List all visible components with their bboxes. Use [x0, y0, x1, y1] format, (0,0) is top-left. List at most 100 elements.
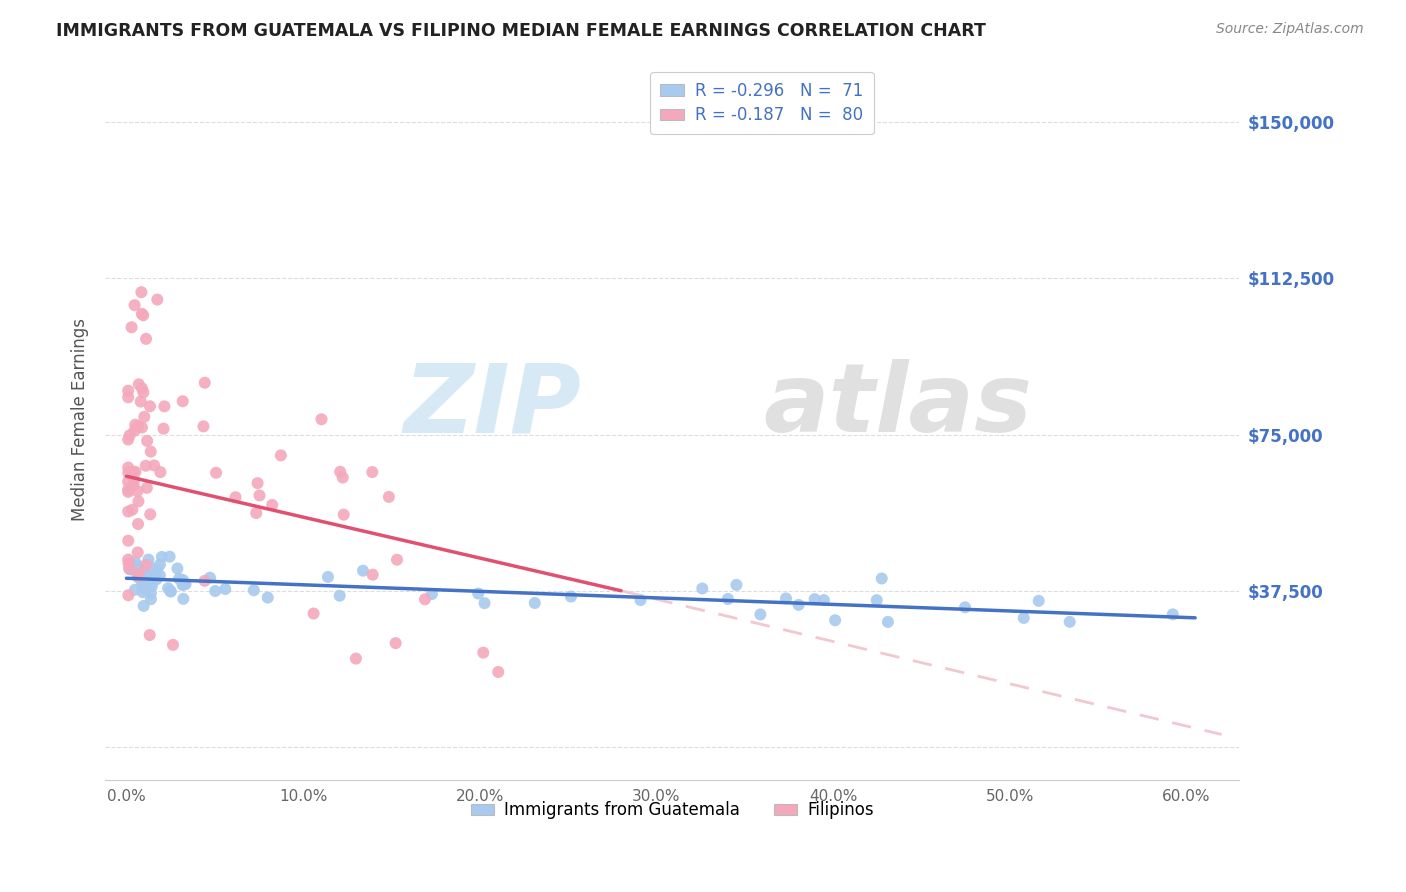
Point: [117, 552, 139, 566]
Point: [159, 584, 181, 599]
Point: [246, 476, 269, 491]
Point: [1028, 594, 1050, 608]
Point: [131, 381, 153, 395]
Point: [117, 433, 139, 447]
Point: [256, 591, 278, 605]
Point: [749, 607, 772, 622]
Point: [174, 577, 197, 591]
Point: [243, 583, 266, 598]
Point: [127, 419, 149, 434]
Point: [560, 590, 582, 604]
Point: [1059, 615, 1081, 629]
Point: [205, 466, 228, 480]
Point: [129, 394, 152, 409]
Point: [139, 508, 162, 522]
Point: [131, 285, 153, 300]
Point: [329, 465, 352, 479]
Point: [193, 419, 215, 434]
Point: [194, 376, 217, 390]
Point: [117, 390, 139, 404]
Point: [135, 332, 157, 346]
Point: [128, 566, 150, 581]
Point: [145, 572, 167, 586]
Point: [132, 385, 155, 400]
Point: [361, 465, 384, 479]
Point: [378, 490, 401, 504]
Point: [121, 503, 143, 517]
Point: [139, 399, 162, 413]
Point: [143, 458, 166, 473]
Point: [474, 596, 496, 610]
Point: [129, 564, 152, 578]
Point: [122, 473, 145, 487]
Text: ZIP: ZIP: [404, 359, 582, 452]
Point: [1161, 607, 1184, 622]
Point: [127, 484, 149, 499]
Point: [117, 504, 139, 518]
Point: [139, 577, 162, 591]
Point: [139, 592, 162, 607]
Point: [198, 571, 221, 585]
Point: [717, 592, 740, 607]
Point: [138, 628, 160, 642]
Text: IMMIGRANTS FROM GUATEMALA VS FILIPINO MEDIAN FEMALE EARNINGS CORRELATION CHART: IMMIGRANTS FROM GUATEMALA VS FILIPINO ME…: [56, 22, 986, 40]
Point: [127, 569, 149, 583]
Y-axis label: Median Female Earnings: Median Female Earnings: [72, 318, 89, 522]
Point: [131, 420, 153, 434]
Point: [302, 607, 325, 621]
Point: [172, 573, 194, 587]
Point: [145, 568, 167, 582]
Point: [117, 533, 139, 548]
Point: [124, 424, 146, 438]
Point: [124, 465, 146, 479]
Point: [172, 394, 194, 409]
Point: [135, 558, 157, 572]
Point: [135, 481, 157, 495]
Point: [329, 589, 352, 603]
Point: [877, 615, 900, 629]
Point: [420, 587, 443, 601]
Point: [214, 582, 236, 596]
Point: [121, 320, 143, 334]
Point: [141, 561, 163, 575]
Point: [725, 578, 748, 592]
Point: [361, 567, 384, 582]
Point: [813, 593, 835, 607]
Point: [173, 577, 195, 591]
Point: [352, 564, 374, 578]
Point: [117, 484, 139, 499]
Point: [162, 638, 184, 652]
Point: [384, 636, 406, 650]
Point: [344, 651, 367, 665]
Point: [138, 574, 160, 589]
Point: [523, 596, 546, 610]
Point: [225, 490, 247, 504]
Point: [172, 591, 194, 606]
Point: [153, 400, 176, 414]
Point: [117, 588, 139, 602]
Point: [787, 598, 810, 612]
Point: [139, 444, 162, 458]
Point: [139, 586, 162, 600]
Point: [467, 586, 489, 600]
Point: [132, 585, 155, 599]
Point: [159, 549, 181, 564]
Point: [486, 665, 509, 679]
Point: [870, 572, 893, 586]
Point: [121, 557, 143, 571]
Point: [117, 483, 139, 497]
Point: [150, 549, 173, 564]
Point: [385, 552, 408, 566]
Legend: Immigrants from Guatemala, Filipinos: Immigrants from Guatemala, Filipinos: [464, 795, 880, 826]
Point: [117, 384, 139, 398]
Point: [127, 545, 149, 559]
Point: [132, 308, 155, 322]
Point: [141, 579, 163, 593]
Point: [122, 478, 145, 492]
Point: [149, 465, 172, 479]
Point: [160, 584, 183, 599]
Point: [775, 591, 797, 606]
Point: [138, 552, 160, 566]
Point: [117, 475, 139, 489]
Point: [117, 466, 139, 480]
